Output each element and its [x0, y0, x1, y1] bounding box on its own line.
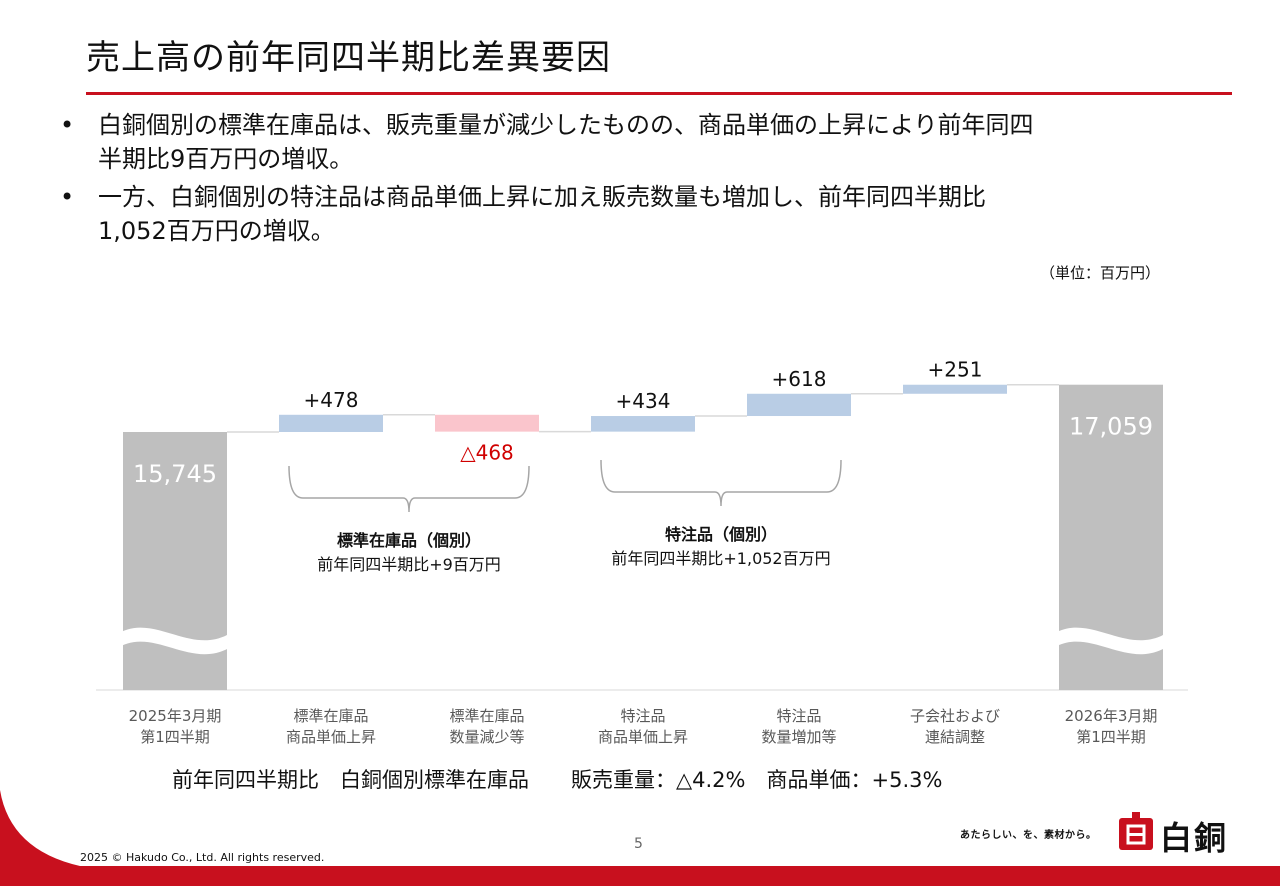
group-title: 特注品（個別）: [665, 525, 777, 544]
data-label: 15,745: [133, 460, 217, 488]
bullet-text: 白銅個別の標準在庫品は、販売重量が減少したものの、商品単価の上昇により前年同四 …: [98, 108, 1034, 176]
bullet-line: 一方、白銅個別の特注品は商品単価上昇に加え販売数量も増加し、前年同四半期比: [98, 183, 986, 211]
delta-bar: [591, 416, 695, 432]
category-label: 2026年3月期: [1065, 707, 1158, 725]
footnote: 前年同四半期比 白銅個別標準在庫品 販売重量：△4.2% 商品単価：+5.3%: [172, 768, 943, 792]
category-label: 数量増加等: [761, 728, 836, 746]
bullet-marker: •: [60, 183, 75, 211]
delta-bar: [903, 384, 1007, 394]
axis-break-mark: [1057, 627, 1165, 655]
data-label: +618: [772, 367, 827, 391]
data-label: +251: [928, 358, 983, 382]
summary-bullets: • 白銅個別の標準在庫品は、販売重量が減少したものの、商品単価の上昇により前年同…: [60, 108, 1240, 252]
logo-wordmark: 白銅: [1160, 819, 1229, 857]
brand-tagline: あたらしい、を、素材から。: [960, 830, 1097, 841]
hakudo-logo-icon: [1119, 812, 1153, 850]
copyright: 2025 © Hakudo Co., Ltd. All rights reser…: [80, 851, 325, 864]
category-label: 標準在庫品: [293, 707, 368, 725]
page-title: 売上高の前年同四半期比差異要因: [86, 38, 611, 78]
category-label: 2025年3月期: [129, 707, 222, 725]
group-title: 標準在庫品（個別）: [337, 531, 481, 550]
delta-bar: [747, 393, 851, 417]
group-subtitle: 前年同四半期比+1,052百万円: [611, 549, 830, 568]
category-label: 商品単価上昇: [598, 728, 688, 746]
category-label: 第1四半期: [1076, 728, 1146, 746]
category-label: 連結調整: [925, 728, 985, 746]
bullet-item: • 白銅個別の標準在庫品は、販売重量が減少したものの、商品単価の上昇により前年同…: [60, 108, 1240, 176]
category-label: 第1四半期: [140, 728, 210, 746]
delta-bar: [279, 414, 383, 432]
bullet-line: 1,052百万円の増収。: [98, 217, 335, 245]
bullet-item: • 一方、白銅個別の特注品は商品単価上昇に加え販売数量も増加し、前年同四半期比 …: [60, 180, 1240, 248]
bullet-line: 白銅個別の標準在庫品は、販売重量が減少したものの、商品単価の上昇により前年同四: [98, 111, 1034, 139]
bullet-text: 一方、白銅個別の特注品は商品単価上昇に加え販売数量も増加し、前年同四半期比 1,…: [98, 180, 986, 248]
category-label: 特注品: [776, 707, 821, 725]
group-subtitle: 前年同四半期比+9百万円: [317, 555, 501, 574]
unit-label: （単位：百万円）: [1040, 264, 1161, 282]
category-label: 商品単価上昇: [286, 728, 376, 746]
page-number: 5: [634, 836, 643, 852]
group-brace: [600, 459, 842, 507]
data-label: +478: [304, 388, 359, 412]
waterfall-chart: 15,745 +478 △468 +434 +618 +251 17,059 2025年3月期…: [96, 358, 1188, 746]
data-label: +434: [616, 389, 671, 413]
category-label: 特注品: [620, 707, 665, 725]
data-label: 17,059: [1069, 413, 1153, 441]
group-brace: [288, 465, 530, 513]
category-label: 標準在庫品: [449, 707, 524, 725]
bullet-marker: •: [60, 111, 75, 139]
bullet-line: 半期比9百万円の増収。: [98, 145, 354, 173]
title-underline: [86, 92, 1232, 95]
axis-break-mark: [121, 627, 229, 655]
category-label: 数量減少等: [449, 728, 524, 746]
category-label: 子会社および: [910, 707, 1000, 725]
data-label: △468: [460, 441, 514, 465]
delta-bar: [435, 414, 539, 432]
